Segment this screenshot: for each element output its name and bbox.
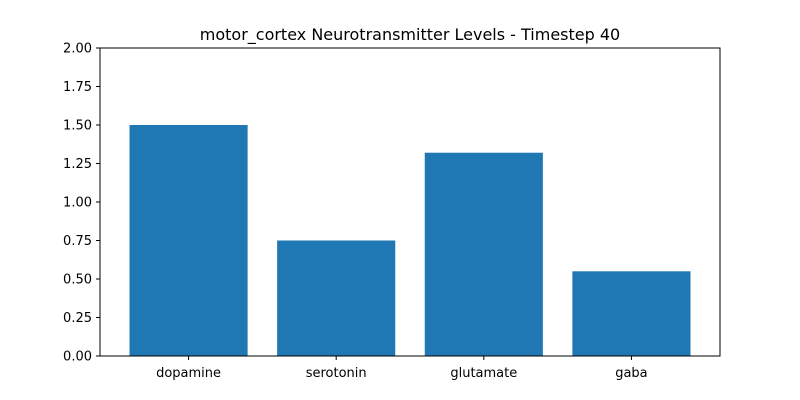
y-tick-label: 0.50 [63, 273, 92, 288]
x-tick-label-dopamine: dopamine [156, 366, 221, 381]
y-tick-label: 1.75 [63, 80, 92, 95]
y-tick-label: 2.00 [63, 42, 92, 57]
y-tick-label: 0.25 [63, 311, 92, 326]
bar-dopamine [129, 125, 248, 356]
y-tick-label: 0.75 [63, 234, 92, 249]
bar-serotonin [277, 240, 396, 356]
bars-layer [129, 125, 691, 356]
y-axis: 0.00 0.25 0.50 0.75 1.00 1.25 1.50 1.75 2.00 [63, 42, 100, 365]
plot-frame [99, 47, 721, 357]
x-tick-label-gaba: gaba [615, 366, 647, 381]
x-axis: dopamine serotonin glutamate gaba [156, 356, 648, 381]
y-tick-label: 1.00 [63, 196, 92, 211]
bar-glutamate [424, 152, 543, 356]
chart-title: motor_cortex Neurotransmitter Levels - T… [200, 25, 620, 45]
y-tick-label: 1.50 [63, 119, 92, 134]
y-tick-label: 1.25 [63, 157, 92, 172]
x-tick-label-serotonin: serotonin [306, 366, 367, 381]
y-tick-label: 0.00 [63, 350, 92, 365]
bar-gaba [572, 271, 691, 356]
x-tick-label-glutamate: glutamate [450, 366, 517, 381]
